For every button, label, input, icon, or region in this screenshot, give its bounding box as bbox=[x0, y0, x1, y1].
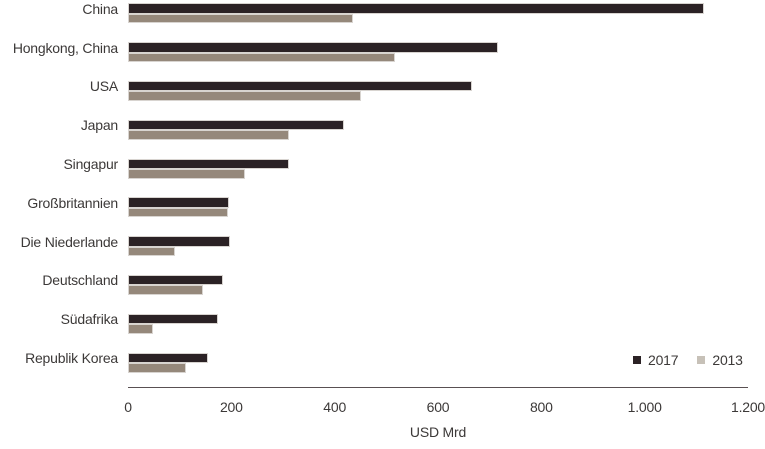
category-label: Deutschland bbox=[42, 272, 118, 289]
bar-2017 bbox=[128, 236, 231, 247]
bar-2013 bbox=[128, 52, 396, 63]
legend: 2017 2013 bbox=[633, 352, 743, 368]
x-tick-label: 200 bbox=[219, 399, 243, 415]
bar-2017 bbox=[128, 3, 705, 14]
x-tick-label: 1.200 bbox=[730, 399, 765, 415]
category-label: Japan bbox=[80, 117, 118, 134]
bar-2017 bbox=[128, 197, 230, 208]
x-tick-label: 600 bbox=[426, 399, 450, 415]
bar-2017 bbox=[128, 158, 290, 169]
bar-2013 bbox=[128, 13, 353, 24]
x-axis-title: USD Mrd bbox=[409, 424, 467, 440]
bar-2013 bbox=[128, 285, 203, 295]
bar-2017 bbox=[128, 119, 344, 131]
category-label: Die Niederlande bbox=[20, 233, 119, 250]
bar-2013 bbox=[128, 207, 229, 218]
x-tick-label: 1.000 bbox=[627, 399, 662, 415]
bar-2017 bbox=[128, 80, 473, 92]
bar-2013 bbox=[128, 324, 153, 334]
category-label: Südafrika bbox=[60, 311, 119, 328]
bar-2013 bbox=[128, 91, 362, 101]
category-label: Singapur bbox=[63, 156, 119, 172]
category-label: Großbritannien bbox=[27, 194, 118, 211]
bar-2017 bbox=[128, 42, 498, 53]
bar-2013 bbox=[128, 246, 176, 257]
bar-2013 bbox=[128, 169, 245, 179]
bar-2013 bbox=[128, 363, 186, 373]
bar-2017 bbox=[128, 274, 224, 286]
x-tick-label: 0 bbox=[124, 399, 132, 415]
legend-label-2017: 2017 bbox=[648, 352, 679, 368]
category-label: Republik Korea bbox=[25, 350, 118, 366]
legend-marker-2013 bbox=[697, 356, 706, 364]
x-tick-label: 800 bbox=[529, 399, 553, 415]
category-label: Hongkong, China bbox=[12, 39, 118, 56]
category-label: China bbox=[82, 0, 118, 17]
x-axis-line bbox=[128, 386, 748, 388]
bar-2017 bbox=[128, 313, 218, 325]
legend-marker-2017 bbox=[633, 356, 641, 364]
bar-2017 bbox=[128, 352, 209, 363]
category-label: USA bbox=[89, 78, 118, 95]
x-tick-label: 400 bbox=[323, 399, 347, 415]
legend-label-2013: 2013 bbox=[712, 352, 743, 368]
bar-2013 bbox=[128, 130, 290, 140]
